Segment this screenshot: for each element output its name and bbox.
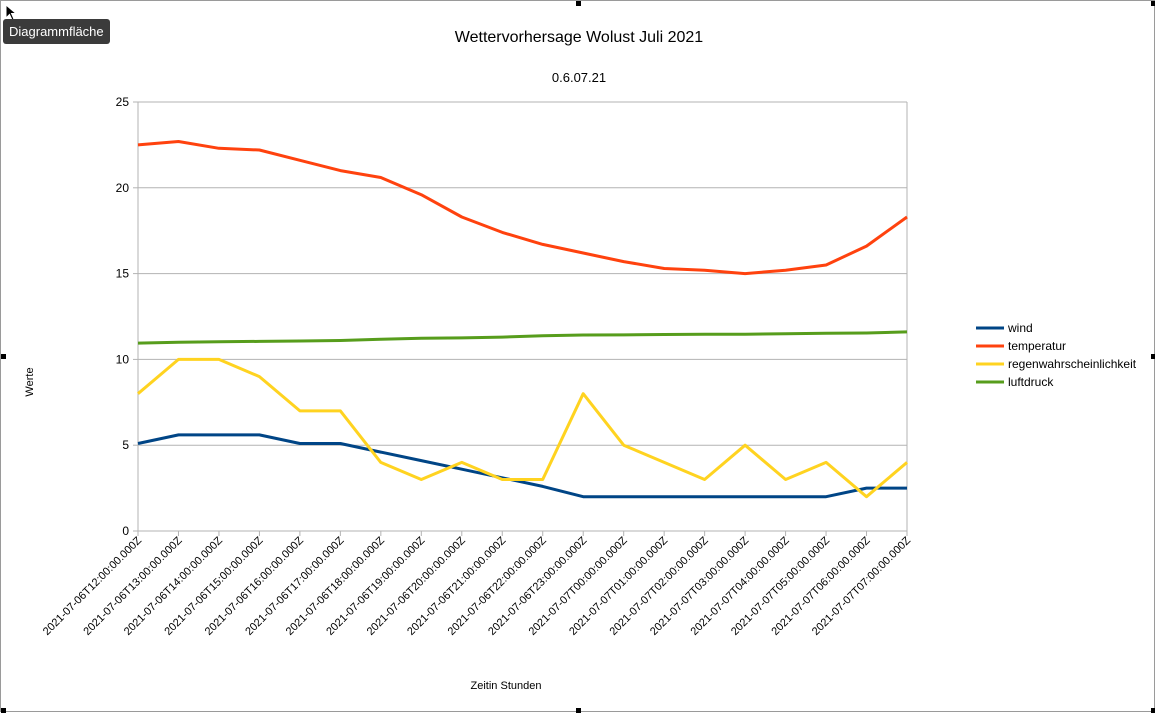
resize-handle-top[interactable] [576, 1, 581, 6]
legend-label-wind: wind [1007, 321, 1033, 335]
legend-label-luftdruck: luftdruck [1008, 375, 1054, 389]
resize-handle-right[interactable] [1151, 354, 1155, 359]
series-line-wind [137, 433, 907, 499]
x-tick-labels: 2021-07-06T12:00:00.000Z2021-07-06T13:00… [41, 534, 913, 637]
x-axis-label: Zeitin Stunden [471, 680, 542, 692]
legend: wind temperatur regenwahrscheinlichkeit luf… [976, 321, 1137, 389]
y-axis-label: Werte [24, 367, 36, 396]
legend-label-temperatur: temperatur [1008, 339, 1066, 353]
y-tick-labels: 0 5 10 15 20 25 [116, 95, 130, 538]
resize-handle-bottom[interactable] [576, 708, 581, 713]
resize-handle-bottom-right[interactable] [1151, 708, 1155, 713]
gridlines [133, 101, 908, 536]
y-tick-label: 20 [116, 181, 130, 195]
series-line-regenwahrscheinlichkeit [137, 357, 908, 499]
chart-title: Wettervorhersage Wolust Juli 2021 [455, 29, 704, 46]
resize-handle-left[interactable] [1, 354, 6, 359]
chart-subtitle: 0.6.07.21 [552, 70, 606, 85]
series-line-luftdruck [137, 330, 908, 345]
series-line-temperatur [137, 140, 908, 276]
y-tick-label: 25 [116, 95, 130, 109]
tooltip: Diagrammfläche [3, 19, 110, 44]
series-lines [137, 140, 908, 499]
y-tick-label: 10 [116, 352, 130, 366]
y-tick-label: 5 [122, 438, 129, 452]
resize-handle-bottom-left[interactable] [1, 708, 6, 713]
y-tick-label: 0 [122, 524, 129, 538]
legend-label-regenwahrscheinlichkeit: regenwahrscheinlichkeit [1008, 357, 1137, 371]
resize-handle-top-right[interactable] [1151, 1, 1155, 6]
y-tick-label: 15 [116, 267, 130, 281]
